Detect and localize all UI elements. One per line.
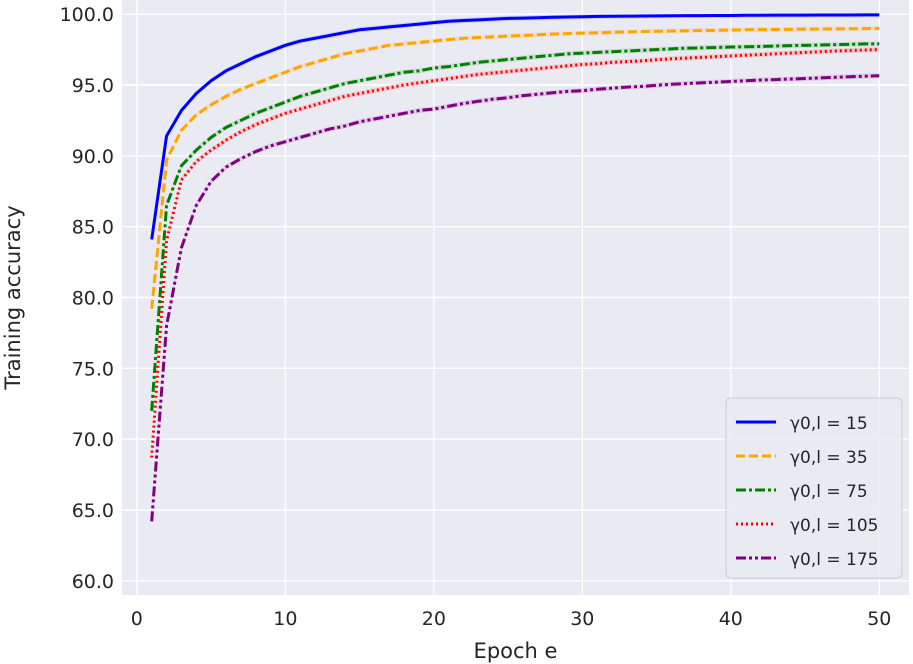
legend-label: γ0,l = 35 (790, 448, 868, 468)
series-lines (150, 13, 880, 524)
legend: γ0,l = 15 γ0,l = 35 γ0,l = 75 γ0,l = 105 γ0,… (725, 397, 903, 579)
legend-label: γ0,l = 15 (790, 414, 868, 434)
x-tick-label: 40 (719, 608, 743, 630)
x-tick-label: 0 (131, 608, 143, 630)
y-tick-label: 70.0 (72, 429, 114, 451)
legend-label: γ0,l = 75 (790, 482, 868, 502)
series-line (150, 26, 880, 309)
series-line (150, 42, 880, 411)
y-tick-label: 75.0 (72, 358, 114, 380)
series-line (150, 13, 880, 240)
series-line (150, 48, 880, 458)
legend-label: γ0,l = 175 (790, 550, 879, 570)
y-tick-label: 95.0 (72, 75, 114, 97)
x-tick-label: 50 (867, 608, 891, 630)
y-tick-label: 85.0 (72, 217, 114, 239)
y-axis-label: Training accuracy (1, 205, 25, 390)
y-tick-label: 100.0 (60, 4, 114, 26)
x-tick-labels: 0 10 20 30 40 50 (131, 608, 892, 630)
y-tick-label: 90.0 (72, 146, 114, 168)
x-tick-label: 30 (570, 608, 594, 630)
y-tick-labels: 60.0 65.0 70.0 75.0 80.0 85.0 90.0 95.0 100.0 (60, 4, 114, 593)
y-tick-label: 60.0 (72, 571, 114, 593)
legend-box (725, 397, 903, 579)
x-axis-label: Epoch e (474, 639, 558, 663)
x-tick-label: 20 (422, 608, 446, 630)
x-tick-label: 10 (273, 608, 297, 630)
grid-lines (122, 0, 909, 595)
legend-label: γ0,l = 105 (790, 516, 879, 536)
series-line (150, 74, 880, 522)
y-tick-label: 80.0 (72, 288, 114, 310)
y-tick-label: 65.0 (72, 500, 114, 522)
